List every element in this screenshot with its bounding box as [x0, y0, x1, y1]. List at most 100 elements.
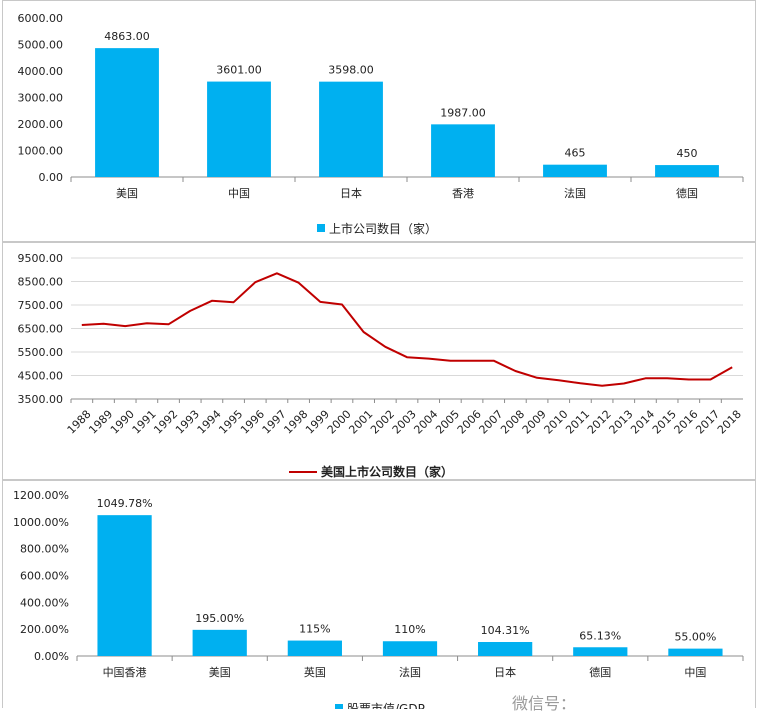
data-label: 1049.78% — [97, 497, 153, 510]
y-tick-label: 4500.00 — [18, 370, 64, 383]
data-label: 1987.00 — [440, 106, 486, 119]
data-label: 465 — [565, 147, 586, 160]
data-label: 115% — [299, 623, 330, 636]
y-tick-label: 200.00% — [20, 623, 69, 636]
y-tick-label: 0.00 — [39, 171, 64, 184]
bar — [95, 48, 159, 178]
y-tick-label: 9500.00 — [18, 252, 64, 265]
x-tick-label: 2002 — [368, 408, 397, 437]
legend-swatch — [317, 224, 325, 232]
y-tick-label: 1000.00% — [13, 516, 69, 529]
x-tick-label: 1995 — [216, 408, 245, 437]
line-chart-us-listed-trend: 3500.00 4500.00 5500.00 6500.00 7500.00 8500.… — [18, 252, 744, 479]
x-tick-label: 1991 — [130, 408, 159, 437]
x-tick-label: 2017 — [693, 408, 722, 437]
bar — [573, 647, 628, 656]
x-tick-label: 1988 — [65, 408, 94, 437]
x-tick-label: 2009 — [520, 408, 549, 437]
x-tick-label: 2008 — [498, 408, 527, 437]
legend-label: 美国上市公司数目（家） — [321, 464, 453, 479]
bar — [319, 81, 383, 177]
y-tick-label: 1000.00 — [18, 145, 64, 158]
data-label: 3598.00 — [328, 64, 374, 77]
x-tick-label: 1998 — [281, 408, 310, 437]
data-label: 4863.00 — [104, 30, 150, 43]
x-tick-label: 英国 — [304, 665, 326, 679]
x-tick-label: 中国 — [228, 187, 250, 200]
x-tick-label: 2007 — [476, 408, 505, 437]
y-tick-label: 5500.00 — [18, 346, 64, 359]
x-tick-label: 2016 — [672, 408, 701, 437]
y-tick-label: 6000.00 — [18, 12, 64, 25]
y-tick-label: 3000.00 — [18, 92, 64, 105]
x-tick-label: 德国 — [589, 665, 611, 679]
bar — [543, 164, 607, 177]
y-tick-label: 1200.00% — [13, 489, 69, 502]
x-tick-label: 美国 — [116, 187, 138, 200]
legend-label: 上市公司数目（家） — [329, 221, 437, 236]
chart-panel-market-cap-gdp: 0.00% 200.00% 400.00% 600.00% 800.00% 1000.00… — [2, 480, 756, 709]
bar — [382, 641, 438, 656]
bar — [207, 81, 271, 177]
x-tick-label: 2001 — [346, 408, 375, 437]
bar — [192, 629, 247, 656]
x-tick-label: 中国香港 — [103, 666, 147, 679]
y-tick-label: 2000.00 — [18, 118, 64, 131]
x-tick-label: 1993 — [173, 408, 202, 437]
x-tick-label: 1989 — [86, 408, 115, 437]
x-tick-label: 1994 — [195, 408, 224, 437]
y-tick-label: 800.00% — [20, 543, 69, 556]
y-tick-label: 6500.00 — [18, 323, 64, 336]
series-line — [81, 272, 733, 387]
x-tick-label: 1997 — [260, 408, 289, 437]
y-tick-label: 400.00% — [20, 596, 69, 609]
x-tick-label: 2004 — [411, 408, 440, 437]
bar — [431, 124, 495, 177]
data-label: 65.13% — [579, 629, 621, 642]
x-tick-label: 2003 — [390, 408, 419, 437]
watermark-text: 微信号： — [512, 694, 577, 713]
legend-label: 股票市值/GDP — [347, 701, 425, 709]
x-tick-label: 2010 — [542, 408, 571, 437]
x-tick-label: 中国 — [684, 666, 706, 679]
bar — [97, 515, 152, 656]
x-tick-label: 日本 — [494, 665, 516, 679]
x-tick-label: 2013 — [607, 408, 636, 437]
data-label: 104.31% — [481, 624, 530, 637]
x-tick-label: 1992 — [151, 408, 180, 437]
bar — [668, 648, 723, 656]
chart-panel-listed-companies: 0.00 1000.00 2000.00 3000.00 4000.00 5000.00 6… — [2, 0, 756, 242]
x-tick-label: 1990 — [108, 408, 137, 437]
y-tick-label: 5000.00 — [18, 39, 64, 52]
bar-chart-listed-companies: 0.00 1000.00 2000.00 3000.00 4000.00 5000.00 6… — [18, 12, 744, 236]
y-tick-label: 4000.00 — [18, 65, 64, 78]
x-tick-label: 2014 — [628, 408, 657, 437]
x-tick-label: 1999 — [303, 408, 332, 437]
x-tick-label: 2005 — [433, 408, 462, 437]
bar — [655, 165, 719, 177]
x-tick-label: 德国 — [676, 186, 698, 200]
y-tick-label: 3500.00 — [18, 393, 64, 406]
bar — [478, 642, 533, 656]
data-label: 110% — [394, 623, 425, 636]
x-tick-label: 美国 — [209, 666, 231, 679]
x-tick-label: 香港 — [452, 187, 474, 200]
x-tick-label: 法国 — [564, 186, 586, 200]
x-tick-label: 2006 — [455, 408, 484, 437]
x-tick-label: 1996 — [238, 408, 267, 437]
x-tick-label: 2018 — [715, 408, 744, 437]
bar — [287, 640, 342, 656]
x-tick-label: 法国 — [399, 665, 421, 679]
bar-chart-market-cap-gdp: 0.00% 200.00% 400.00% 600.00% 800.00% 1000.00… — [13, 489, 744, 709]
y-tick-label: 7500.00 — [18, 299, 64, 312]
data-label: 3601.00 — [216, 64, 262, 77]
x-tick-label: 2000 — [325, 408, 354, 437]
y-tick-label: 0.00% — [34, 650, 69, 663]
y-tick-label: 8500.00 — [18, 276, 64, 289]
legend-swatch — [335, 704, 343, 709]
y-tick-label: 600.00% — [20, 570, 69, 583]
x-tick-label: 2011 — [563, 408, 592, 437]
data-label: 55.00% — [674, 631, 716, 644]
data-label: 450 — [677, 147, 698, 160]
chart-panel-us-listed-trend: 3500.00 4500.00 5500.00 6500.00 7500.00 8500.… — [2, 242, 756, 480]
